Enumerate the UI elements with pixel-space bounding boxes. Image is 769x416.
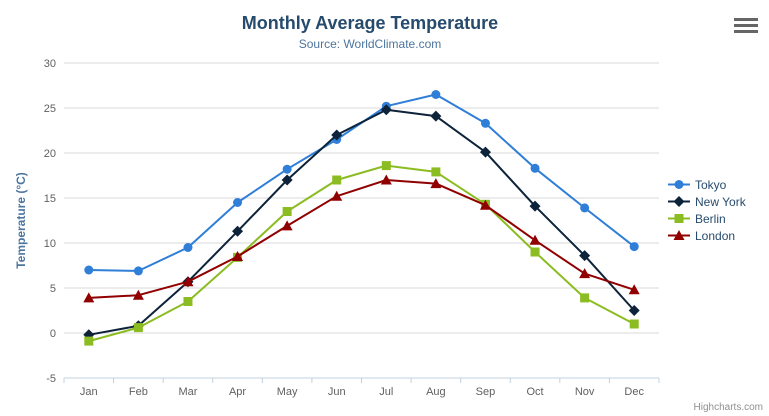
y-tick-label: 15 xyxy=(44,193,56,205)
data-point xyxy=(281,220,293,231)
legend-item-london[interactable]: London xyxy=(668,227,746,244)
data-point xyxy=(84,336,94,346)
x-axis-labels: Jan Feb Mar Apr May Jun Jul Aug Sep Oct Nov Dec xyxy=(80,386,645,398)
legend-label: Berlin xyxy=(695,211,726,226)
y-tick-label: 25 xyxy=(44,103,56,115)
data-point xyxy=(580,203,590,213)
x-tick-label: Feb xyxy=(129,386,148,398)
legend-marker-circle-icon xyxy=(668,180,690,189)
data-point xyxy=(628,305,640,316)
x-tick-label: Jun xyxy=(328,386,346,398)
data-point xyxy=(183,297,193,306)
data-point xyxy=(430,110,442,122)
data-point xyxy=(381,161,391,171)
data-point xyxy=(380,104,392,116)
data-point xyxy=(133,323,143,333)
x-tick-label: Jul xyxy=(379,386,393,398)
x-tick-label: Mar xyxy=(178,386,197,398)
x-tick-label: May xyxy=(277,386,298,398)
legend-marker-triangle-icon xyxy=(668,230,690,240)
data-point xyxy=(629,242,639,252)
highcharts-credit-link[interactable]: Highcharts.com xyxy=(693,402,763,413)
data-point xyxy=(183,243,193,252)
legend: Tokyo New York Berlin London xyxy=(668,176,746,244)
legend-item-berlin[interactable]: Berlin xyxy=(668,210,746,227)
x-tick-label: Oct xyxy=(526,386,543,398)
legend-marker-square-icon xyxy=(668,214,690,223)
y-tick-label: 0 xyxy=(50,328,56,340)
x-tick-label: Jan xyxy=(80,386,98,398)
x-tick-label: Aug xyxy=(426,386,446,398)
data-point xyxy=(232,225,244,237)
data-point xyxy=(479,199,491,210)
y-axis-labels: -5 0 5 10 15 20 25 30 xyxy=(44,58,56,385)
legend-item-tokyo[interactable]: Tokyo xyxy=(668,176,746,193)
data-point xyxy=(132,289,144,300)
series-london[interactable] xyxy=(83,174,640,303)
data-point xyxy=(530,163,540,173)
series-new-york[interactable] xyxy=(83,104,640,341)
y-axis-title: Temperature (°C) xyxy=(14,172,28,269)
y-tick-label: 10 xyxy=(44,238,56,250)
x-tick-label: Sep xyxy=(476,386,496,398)
data-point xyxy=(282,164,292,174)
data-point xyxy=(430,178,442,189)
data-point xyxy=(83,292,95,303)
data-point xyxy=(182,276,194,287)
data-point xyxy=(232,251,244,261)
x-axis xyxy=(63,377,660,383)
data-point xyxy=(133,266,143,276)
data-point xyxy=(579,250,591,262)
data-point xyxy=(529,200,541,212)
data-point xyxy=(629,319,639,329)
series-tokyo[interactable] xyxy=(84,90,639,276)
legend-label: London xyxy=(695,228,736,243)
chart-title: Monthly Average Temperature xyxy=(241,13,499,33)
data-point xyxy=(282,207,292,216)
data-point xyxy=(479,146,491,158)
y-tick-label: 20 xyxy=(44,148,56,160)
x-tick-label: Apr xyxy=(229,386,246,398)
chart-subtitle: Source: WorldClimate.com xyxy=(298,37,442,51)
y-tick-label: 30 xyxy=(44,58,56,70)
data-point xyxy=(529,234,541,245)
y-tick-label: 5 xyxy=(50,283,56,295)
data-point xyxy=(281,174,293,186)
legend-label: Tokyo xyxy=(695,177,727,192)
export-menu-button[interactable] xyxy=(732,16,760,38)
legend-marker-diamond-icon xyxy=(668,196,690,207)
x-tick-label: Nov xyxy=(575,386,595,398)
data-point xyxy=(480,118,490,128)
y-tick-label: -5 xyxy=(46,373,56,385)
x-tick-label: Dec xyxy=(624,386,644,398)
data-point xyxy=(332,175,342,185)
data-point xyxy=(84,265,94,275)
data-point xyxy=(628,284,640,295)
legend-label: New York xyxy=(695,194,746,209)
data-point xyxy=(331,190,343,201)
data-point xyxy=(233,198,243,207)
y-gridlines xyxy=(64,62,659,334)
data-point xyxy=(431,90,441,99)
legend-item-new-york[interactable]: New York xyxy=(668,193,746,210)
data-point xyxy=(431,167,441,177)
data-point xyxy=(579,268,591,279)
hamburger-icon xyxy=(734,18,758,33)
data-point xyxy=(580,293,590,303)
data-point xyxy=(331,129,343,141)
data-point xyxy=(530,247,540,257)
data-point xyxy=(380,174,392,185)
